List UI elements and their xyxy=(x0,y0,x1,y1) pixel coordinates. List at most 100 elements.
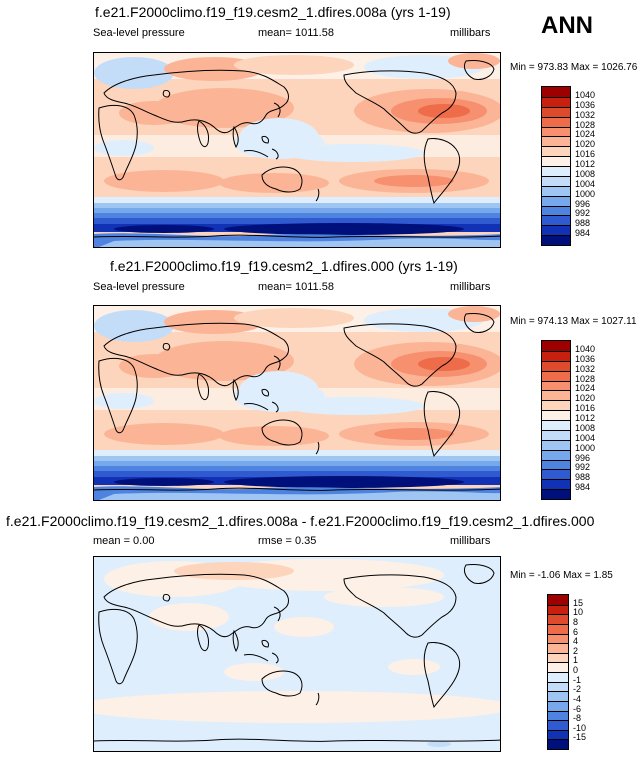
colorbar-swatch xyxy=(542,370,570,381)
colorbar-label: 2 xyxy=(573,645,579,656)
panel-2-map xyxy=(93,305,501,501)
colorbar-label: 984 xyxy=(575,482,591,493)
colorbar-swatch xyxy=(542,360,570,371)
colorbar-swatch xyxy=(542,87,570,97)
colorbar-label: 1 xyxy=(573,655,579,666)
colorbar-swatch xyxy=(542,205,570,216)
panel-2-slp-field xyxy=(94,306,500,500)
colorbar-swatch xyxy=(548,623,568,634)
colorbar-swatch xyxy=(542,350,570,361)
colorbar-label: 1036 xyxy=(575,353,596,364)
panel-1-units-label: millibars xyxy=(450,27,491,39)
colorbar-swatch xyxy=(542,235,570,245)
colorbar-label: 1024 xyxy=(575,129,596,140)
colorbar-label: -8 xyxy=(573,713,582,724)
colorbar-swatch xyxy=(542,96,570,107)
colorbar-label: 1012 xyxy=(575,413,596,423)
colorbar-swatch xyxy=(542,126,570,137)
colorbar-swatch xyxy=(548,643,568,653)
panel-3-map xyxy=(93,556,501,752)
colorbar-swatch xyxy=(548,681,568,692)
colorbar-swatch xyxy=(542,195,570,206)
colorbar-swatch xyxy=(542,400,570,411)
colorbar-swatch xyxy=(542,429,570,440)
colorbar-label: 8 xyxy=(573,616,579,627)
panel-3-mean-label: mean = 0.00 xyxy=(93,535,155,547)
colorbar-swatch xyxy=(542,136,570,147)
panel-1-colorbar xyxy=(541,86,571,246)
colorbar-label: 4 xyxy=(573,636,579,647)
colorbar-label: 996 xyxy=(575,452,591,463)
panel-3-colorbar xyxy=(547,594,569,750)
colorbar-label: 1008 xyxy=(575,168,596,179)
colorbar-label: 988 xyxy=(575,472,591,483)
colorbar-label: 1032 xyxy=(575,109,596,120)
colorbar-label: 1000 xyxy=(575,442,596,453)
colorbar-swatch xyxy=(542,390,570,401)
colorbar-swatch xyxy=(542,380,570,391)
colorbar-label: 1012 xyxy=(575,159,596,169)
panel-2-units-label: millibars xyxy=(450,281,491,293)
colorbar-label: 1040 xyxy=(575,89,596,100)
colorbar-swatch xyxy=(548,595,568,605)
colorbar-label: 1032 xyxy=(575,363,596,374)
colorbar-swatch xyxy=(542,469,570,480)
panel-3-rmse-label: rmse = 0.35 xyxy=(258,535,317,547)
colorbar-label: -1 xyxy=(573,674,582,685)
colorbar-swatch xyxy=(542,146,570,157)
colorbar-label: 1036 xyxy=(575,99,596,110)
colorbar-swatch xyxy=(542,215,570,226)
colorbar-label: -15 xyxy=(573,732,587,743)
colorbar-swatch xyxy=(542,185,570,196)
colorbar-swatch xyxy=(542,225,570,236)
colorbar-label: 1024 xyxy=(575,383,596,394)
panel-2-variable-label: Sea-level pressure xyxy=(93,281,185,293)
panel-2-mean-label: mean= 1011.58 xyxy=(258,281,334,293)
season-label: ANN xyxy=(541,12,593,39)
colorbar-swatch xyxy=(542,156,570,166)
colorbar-label: 1016 xyxy=(575,403,596,414)
colorbar-swatch xyxy=(548,633,568,644)
colorbar-label: 1004 xyxy=(575,178,596,189)
colorbar-swatch xyxy=(542,489,570,499)
colorbar-swatch xyxy=(548,710,568,721)
panel-1-slp-field xyxy=(94,53,500,247)
colorbar-label: -10 xyxy=(573,722,587,733)
colorbar-label: 1020 xyxy=(575,393,596,404)
colorbar-label: -2 xyxy=(573,684,582,695)
colorbar-swatch xyxy=(542,116,570,127)
colorbar-label: 10 xyxy=(573,607,584,618)
colorbar-label: 1040 xyxy=(575,343,596,354)
colorbar-label: 1016 xyxy=(575,149,596,160)
panel-2-minmax: Min = 974.13 Max = 1027.11 xyxy=(510,316,637,327)
colorbar-label: 15 xyxy=(573,597,584,608)
panel-1-map xyxy=(93,52,501,248)
colorbar-swatch xyxy=(548,700,568,711)
colorbar-label: 1008 xyxy=(575,422,596,433)
panel-1-minmax: Min = 973.83 Max = 1026.76 xyxy=(510,62,638,73)
colorbar-swatch xyxy=(548,652,568,663)
colorbar-swatch xyxy=(542,439,570,450)
colorbar-label: 996 xyxy=(575,198,591,209)
panel-1-title: f.e21.F2000climo.f19_f19.cesm2_1.dfires.… xyxy=(95,4,451,20)
colorbar-swatch xyxy=(548,691,568,701)
colorbar-swatch xyxy=(542,106,570,117)
colorbar-swatch xyxy=(548,614,568,624)
colorbar-label: 6 xyxy=(573,626,579,637)
colorbar-swatch xyxy=(542,449,570,460)
colorbar-swatch xyxy=(542,410,570,420)
colorbar-swatch xyxy=(548,604,568,615)
colorbar-label: -6 xyxy=(573,703,582,714)
panel-2-colorbar xyxy=(541,340,571,500)
colorbar-swatch xyxy=(548,672,568,682)
colorbar-label: 1028 xyxy=(575,373,596,384)
colorbar-swatch xyxy=(542,479,570,490)
colorbar-label: 988 xyxy=(575,218,591,229)
panel-2-title: f.e21.F2000climo.f19_f19.cesm2_1.dfires.… xyxy=(110,258,458,274)
colorbar-label: 992 xyxy=(575,462,591,473)
colorbar-swatch xyxy=(542,420,570,430)
colorbar-label: 984 xyxy=(575,228,591,239)
colorbar-label: 1000 xyxy=(575,188,596,199)
colorbar-swatch xyxy=(548,662,568,672)
panel-3-diff-field xyxy=(94,557,500,751)
